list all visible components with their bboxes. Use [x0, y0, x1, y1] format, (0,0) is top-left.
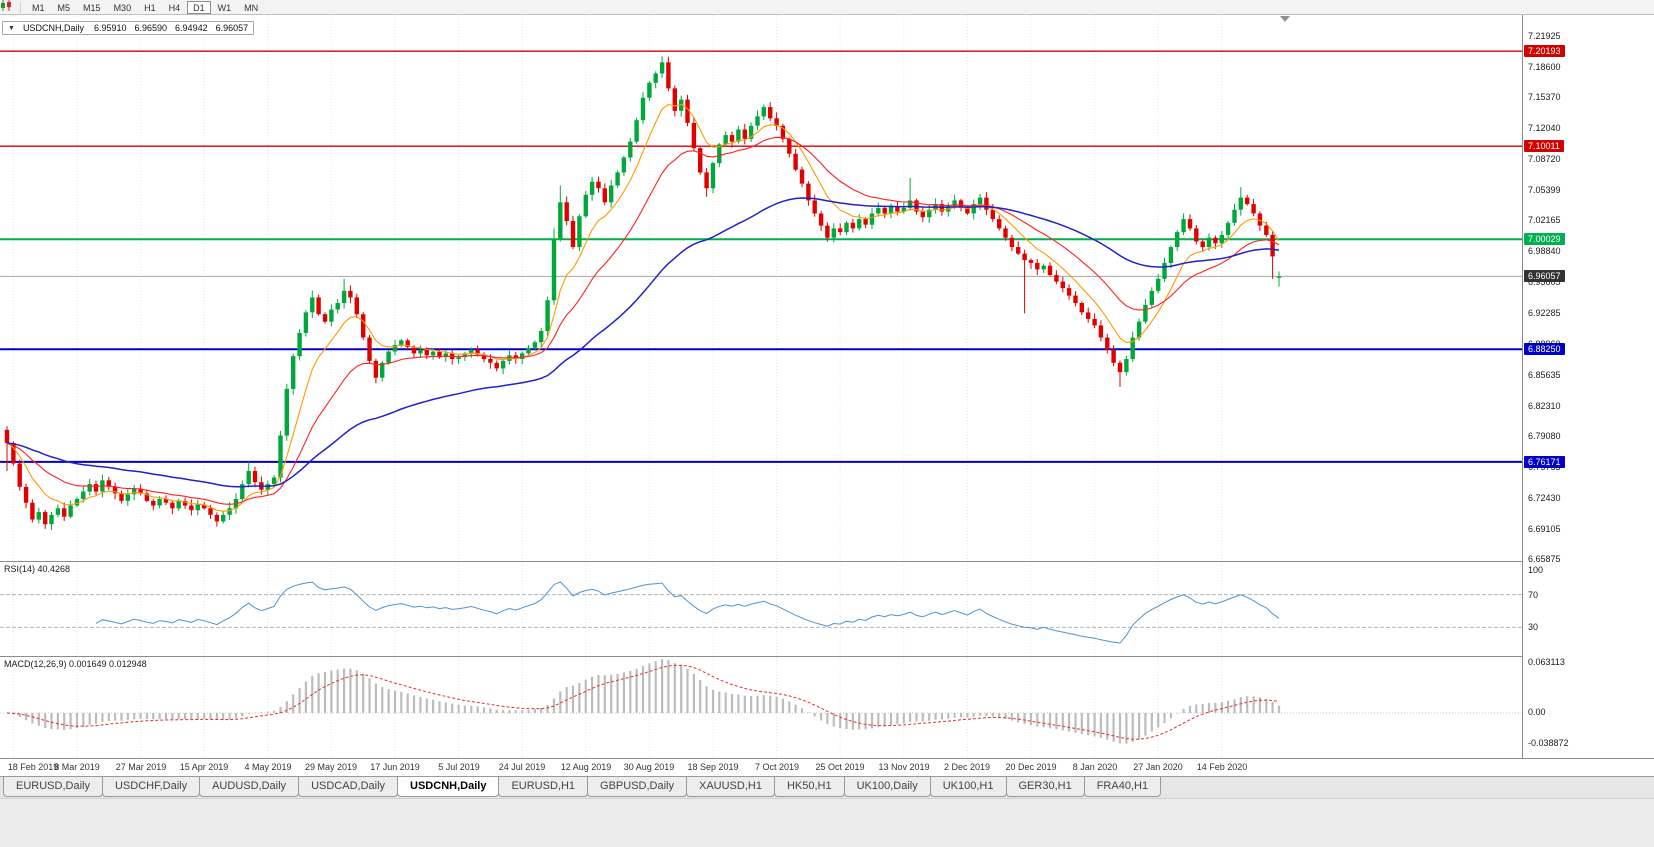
- date-axis-label: 13 Nov 2019: [878, 762, 930, 772]
- price-axis-label: 7.15370: [1528, 92, 1561, 102]
- chart-tab-bar: EURUSD,Daily USDCHF,Daily AUDUSD,Daily USDC…: [0, 776, 1654, 798]
- price-axis-label: 6.92285: [1528, 308, 1561, 318]
- chart-symbol-label: USDCNH,Daily: [22, 23, 84, 33]
- date-axis-label: 15 Apr 2019: [179, 762, 229, 772]
- macd-svg[interactable]: [0, 657, 1522, 758]
- ohlc-high: 6.96590: [134, 23, 168, 33]
- support-price-badge: 6.88250: [1524, 343, 1565, 355]
- support-price-badge: 6.76171: [1524, 456, 1565, 468]
- chart-shift-marker: [1280, 16, 1290, 22]
- price-axis-label: 7.18600: [1528, 62, 1561, 72]
- macd-label: MACD(12,26,9) 0.001649 0.012948: [4, 659, 147, 669]
- price-axis-label: 6.69105: [1528, 524, 1561, 534]
- date-axis-label: 5 Jul 2019: [438, 762, 480, 772]
- candlestick-chart-icon: [1, 0, 11, 11]
- pivot-price-badge: 7.00029: [1524, 233, 1565, 245]
- price-axis-label: 7.05399: [1528, 185, 1561, 195]
- tab-GER30,H1[interactable]: GER30,H1: [1005, 777, 1085, 797]
- date-axis[interactable]: 18 Feb 2019 8 Mar 2019 27 Mar 2019 15 Apr 2…: [0, 758, 1654, 776]
- chart-title-box[interactable]: ▼ USDCNH,Daily 6.95910 6.96590 6.94942 6…: [2, 21, 255, 35]
- tab-UK100,H1[interactable]: UK100,H1: [929, 777, 1007, 797]
- macd-axis-label: 0.00: [1528, 707, 1546, 717]
- date-axis-label: 17 Jun 2019: [370, 762, 420, 772]
- resistance-price-badge: 7.20193: [1524, 45, 1565, 57]
- rsi-indicator-panel[interactable]: RSI(14) 40.4268: [0, 561, 1522, 656]
- price-axis-label: 7.02165: [1528, 215, 1561, 225]
- rsi-axis-label: 70: [1528, 590, 1539, 600]
- price-axis[interactable]: 7.21925 7.18600 7.15370 7.12040 7.08720 7.053…: [1522, 15, 1654, 758]
- toolbar-separator: [20, 1, 22, 13]
- chart-type-button[interactable]: ▾: [1, 0, 15, 14]
- date-axis-label: 20 Dec 2019: [1005, 762, 1057, 772]
- tab-AUDUSD,Daily[interactable]: AUDUSD,Daily: [199, 777, 300, 797]
- resistance-price-badge: 7.10011: [1524, 140, 1564, 152]
- tab-EURUSD,H1[interactable]: EURUSD,H1: [498, 777, 589, 797]
- tab-USDCNH,Daily[interactable]: USDCNH,Daily: [397, 777, 500, 797]
- rsi-axis-label: 100: [1528, 565, 1544, 575]
- date-axis-label: 8 Jan 2020: [1072, 762, 1118, 772]
- date-axis-label: 18 Sep 2019: [687, 762, 739, 772]
- price-chart-panel[interactable]: ▼ USDCNH,Daily 6.95910 6.96590 6.94942 6…: [0, 15, 1522, 561]
- price-axis-label: 7.12040: [1528, 123, 1561, 133]
- date-axis-label: 25 Oct 2019: [815, 762, 865, 772]
- current-price-badge: 6.96057: [1524, 270, 1565, 282]
- tab-USDCHF,Daily[interactable]: USDCHF,Daily: [101, 777, 201, 797]
- macd-axis-label: 0.063113: [1528, 657, 1565, 667]
- window-footer: [0, 798, 1654, 847]
- date-axis-label: 27 Jan 2020: [1133, 762, 1183, 772]
- timeframe-button-M5[interactable]: M5: [52, 1, 77, 14]
- tab-USDCAD,Daily[interactable]: USDCAD,Daily: [298, 777, 399, 797]
- date-axis-label: 29 May 2019: [304, 762, 358, 772]
- price-axis-label: 6.82310: [1528, 401, 1561, 411]
- rsi-svg[interactable]: [0, 562, 1522, 656]
- ohlc-open: 6.95910: [93, 23, 127, 33]
- tab-XAUUSD,H1[interactable]: XAUUSD,H1: [685, 777, 775, 797]
- price-axis-label: 7.08720: [1528, 154, 1561, 164]
- tab-UK100,Daily[interactable]: UK100,Daily: [843, 777, 931, 797]
- date-axis-label: 30 Aug 2019: [623, 762, 675, 772]
- macd-indicator-panel[interactable]: MACD(12,26,9) 0.001649 0.012948: [0, 656, 1522, 758]
- date-axis-label: 24 Jul 2019: [498, 762, 546, 772]
- price-axis-label: 6.95605: [1528, 277, 1561, 287]
- tab-EURUSD,Daily[interactable]: EURUSD,Daily: [3, 777, 103, 797]
- rsi-axis-label: 30: [1528, 622, 1539, 632]
- rsi-label: RSI(14) 40.4268: [4, 564, 71, 574]
- date-axis-label: 14 Feb 2020: [1196, 762, 1248, 772]
- timeframe-button-M1[interactable]: M1: [26, 1, 51, 14]
- tab-HK50,H1[interactable]: HK50,H1: [773, 777, 845, 797]
- price-chart-svg[interactable]: [0, 15, 1522, 561]
- ohlc-close: 6.96057: [215, 23, 249, 33]
- price-axis-label: 6.72430: [1528, 493, 1561, 503]
- timeframe-button-D1[interactable]: D1: [187, 0, 211, 14]
- date-axis-label: 2 Dec 2019: [943, 762, 991, 772]
- price-axis-label: 6.85635: [1528, 370, 1561, 380]
- timeframe-button-MN[interactable]: MN: [238, 1, 264, 14]
- timeframe-button-M15[interactable]: M15: [77, 1, 107, 14]
- date-axis-label: 8 Mar 2019: [54, 762, 100, 772]
- tab-FRA40,H1[interactable]: FRA40,H1: [1083, 777, 1162, 797]
- price-axis-label: 6.79080: [1528, 431, 1561, 441]
- chart-window: ▼ USDCNH,Daily 6.95910 6.96590 6.94942 6…: [0, 15, 1654, 776]
- symbol-collapse-icon[interactable]: ▼: [8, 24, 15, 32]
- date-axis-label: 4 May 2019: [244, 762, 292, 772]
- timeframe-button-group: M1 M5 M15 M30 H1 H4 D1 W1 MN: [26, 0, 264, 14]
- date-axis-label: 7 Oct 2019: [754, 762, 800, 772]
- date-axis-label: 12 Aug 2019: [560, 762, 612, 772]
- price-axis-label: 6.65875: [1528, 554, 1561, 564]
- tab-GBPUSD,Daily[interactable]: GBPUSD,Daily: [587, 777, 687, 797]
- price-axis-label: 7.21925: [1528, 31, 1561, 41]
- timeframe-button-H4[interactable]: H4: [163, 1, 187, 14]
- timeframe-button-H1[interactable]: H1: [138, 1, 162, 14]
- macd-axis-label: -0.038872: [1528, 738, 1569, 748]
- timeframe-button-M30[interactable]: M30: [108, 1, 138, 14]
- price-axis-label: 6.98840: [1528, 246, 1561, 256]
- date-axis-label: 27 Mar 2019: [115, 762, 167, 772]
- date-axis-label: 18 Feb 2019: [7, 762, 59, 772]
- timeframe-button-W1[interactable]: W1: [212, 1, 238, 14]
- ohlc-low: 6.94942: [175, 23, 208, 33]
